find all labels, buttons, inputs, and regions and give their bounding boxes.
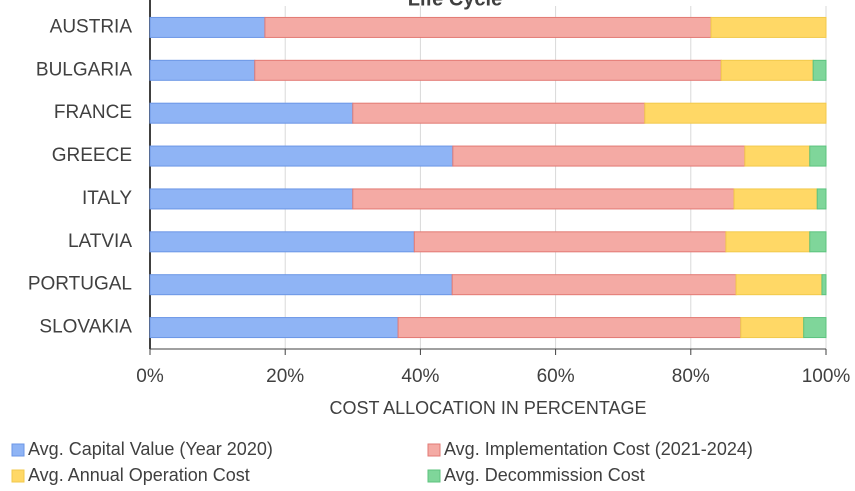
y-tick-label: AUSTRIA: [50, 16, 133, 37]
chart-title: Life Cycle: [408, 0, 502, 10]
x-tick-label: 40%: [401, 366, 439, 387]
bar-segment: [733, 188, 818, 210]
legend-label: Avg. Decommission Cost: [444, 465, 645, 485]
y-tick-label: PORTUGAL: [28, 274, 132, 295]
bar-segment: [809, 145, 827, 167]
bar-segment: [644, 102, 827, 124]
bar-segment: [149, 59, 256, 81]
legend-swatch: [427, 443, 441, 457]
legend-swatch: [11, 443, 25, 457]
x-tick-label: 100%: [802, 366, 851, 387]
bar-segment: [413, 231, 727, 253]
x-tick-label: 80%: [672, 366, 710, 387]
bar-segment: [352, 188, 735, 210]
y-tick-label: GREECE: [52, 145, 132, 166]
bar-segment: [740, 317, 805, 339]
bar-segment: [149, 231, 415, 253]
y-tick-label: ITALY: [82, 188, 132, 209]
bar-segment: [725, 231, 811, 253]
bar-segment: [735, 274, 823, 296]
bar-segment: [149, 145, 454, 167]
bar-segment: [264, 16, 712, 38]
bar-segment: [744, 145, 811, 167]
bar-segment: [812, 59, 827, 81]
bar-segment: [451, 274, 737, 296]
bar-segment: [149, 317, 399, 339]
bar-segment: [720, 59, 814, 81]
x-tick-label: 20%: [266, 366, 304, 387]
bar-segment: [254, 59, 722, 81]
legend-label: Avg. Annual Operation Cost: [28, 465, 250, 485]
bar-segment: [803, 317, 827, 339]
bar-segment: [809, 231, 827, 253]
bar-segment: [710, 16, 827, 38]
bar-segment: [816, 188, 827, 210]
x-tick-label: 0%: [136, 366, 164, 387]
y-tick-label: SLOVAKIA: [39, 317, 132, 338]
legend-swatch: [427, 469, 441, 483]
x-axis-title: COST ALLOCATION IN PERCENTAGE: [329, 398, 646, 418]
bar-segment: [149, 102, 354, 124]
bar-segment: [149, 16, 266, 38]
y-tick-label: FRANCE: [54, 102, 132, 123]
bar-segment: [149, 188, 354, 210]
bar-segment: [352, 102, 646, 124]
legend-label: Avg. Implementation Cost (2021-2024): [444, 439, 753, 459]
bar-segment: [149, 274, 453, 296]
legend-label: Avg. Capital Value (Year 2020): [28, 439, 273, 459]
bar-segment: [821, 274, 827, 296]
bar-segment: [452, 145, 746, 167]
legend-swatch: [11, 469, 25, 483]
y-tick-label: LATVIA: [68, 231, 132, 252]
x-tick-label: 60%: [537, 366, 575, 387]
bar-segment: [397, 317, 742, 339]
y-tick-label: BULGARIA: [36, 59, 132, 80]
